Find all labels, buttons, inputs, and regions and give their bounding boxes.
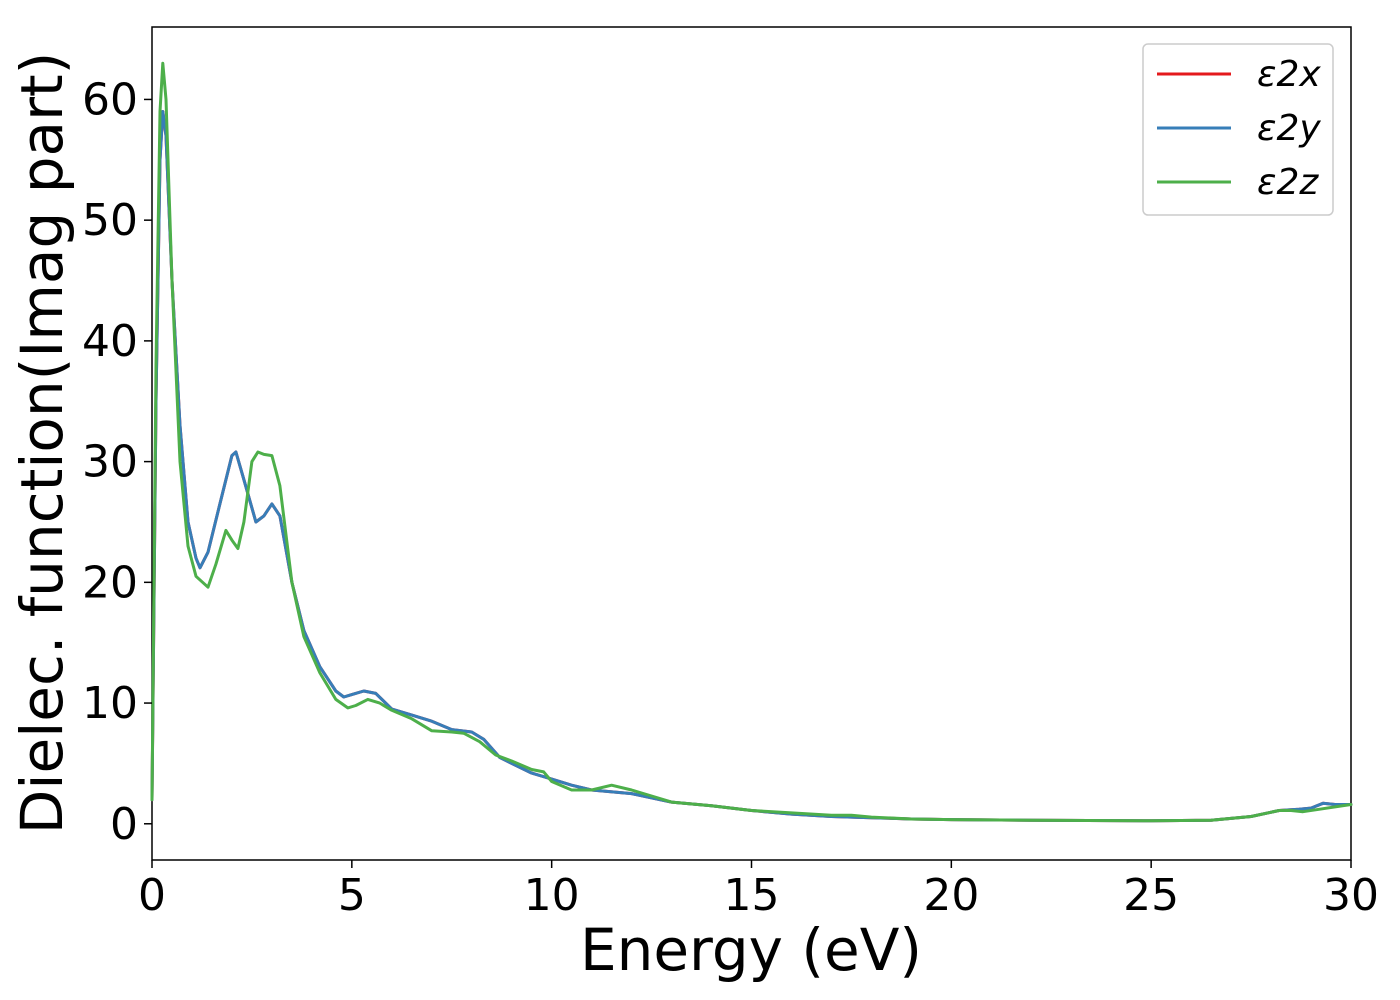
x-tick-label: 5 [338, 870, 366, 921]
y-axis: 0 10 20 30 40 50 60 [82, 74, 152, 850]
y-tick-label: 40 [82, 316, 138, 367]
x-tick-label: 20 [923, 870, 979, 921]
series-line-3 [150, 61, 1353, 823]
y-tick-label: 0 [110, 799, 138, 850]
x-axis-label: Energy (eV) [580, 916, 922, 984]
legend-label-2: ε2y [1257, 108, 1321, 149]
x-tick-label: 15 [724, 870, 780, 921]
legend-label-3: ε2z [1257, 162, 1319, 203]
y-axis-label: Dielec. function(Imag part) [8, 52, 76, 835]
x-tick-label: 25 [1123, 870, 1179, 921]
x-axis: 0 5 10 15 20 25 30 [138, 860, 1379, 921]
y-tick-label: 50 [82, 195, 138, 246]
x-tick-label: 0 [138, 870, 166, 921]
y-tick-label: 10 [82, 678, 138, 729]
series-layer [150, 61, 1353, 823]
y-tick-label: 20 [82, 557, 138, 608]
x-tick-label: 10 [524, 870, 580, 921]
legend: ε2x ε2y ε2z [1142, 43, 1334, 216]
legend-box [1142, 43, 1334, 216]
y-tick-label: 60 [82, 74, 138, 125]
x-tick-label: 30 [1323, 870, 1379, 921]
y-tick-label: 30 [82, 437, 138, 488]
legend-label-1: ε2x [1257, 54, 1321, 95]
